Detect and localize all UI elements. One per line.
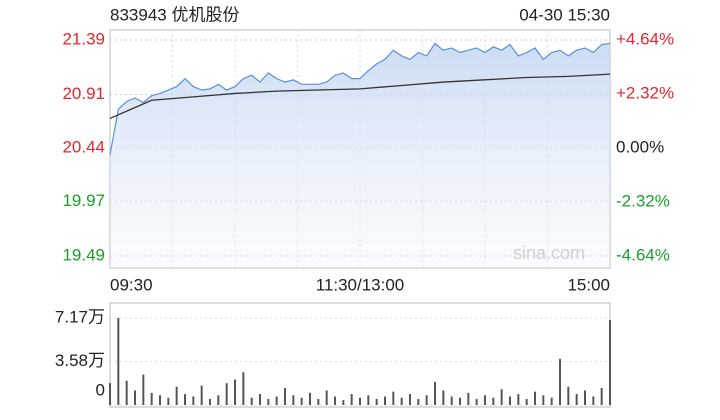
volume-bar: [525, 398, 528, 405]
volume-bar: [275, 396, 278, 405]
volume-bar: [459, 397, 461, 405]
volume-bar: [600, 388, 603, 405]
volume-bar: [500, 389, 503, 405]
volume-bar: [484, 395, 486, 405]
x-tick-label: 11:30/13:00: [316, 275, 405, 294]
volume-bar: [309, 392, 311, 405]
y2-tick-label: 0.00%: [616, 137, 664, 156]
volume-bar: [159, 395, 161, 405]
volume-bar: [284, 388, 286, 405]
volume-bar: [509, 396, 511, 405]
y-tick-label: 3.58万: [55, 351, 105, 370]
volume-bar: [400, 397, 403, 405]
volume-bar: [409, 394, 411, 405]
volume-bar: [325, 390, 328, 405]
stock-title: 833943 优机股份: [110, 5, 239, 24]
volume-bar: [225, 383, 228, 405]
volume-bar: [175, 386, 178, 405]
y-tick-label: 20.91: [62, 84, 105, 103]
volume-frame: [109, 302, 611, 408]
volume-bar: [167, 397, 170, 405]
volume-bar: [192, 396, 195, 405]
price-area: [110, 43, 610, 269]
volume-bar: [342, 400, 345, 405]
volume-bar: [434, 381, 436, 405]
volume-bar: [350, 394, 353, 405]
volume-bar: [250, 397, 253, 405]
y-tick-label: 7.17万: [55, 307, 105, 326]
x-tick-label: 15:00: [567, 275, 610, 294]
volume-bar: [359, 397, 361, 405]
volume-bar: [259, 394, 261, 405]
volume-bar: [592, 396, 595, 405]
volume-bar: [492, 397, 495, 405]
y2-tick-label: -2.32%: [616, 191, 670, 210]
volume-bar: [384, 396, 386, 405]
volume-bar: [442, 390, 445, 405]
volume-bar: [109, 383, 111, 405]
timestamp: 04-30 15:30: [519, 5, 610, 24]
y2-tick-label: +2.32%: [616, 83, 674, 102]
volume-bar: [334, 396, 336, 405]
volume-bar: [542, 395, 545, 405]
volume-bar: [117, 318, 120, 405]
volume-bar: [242, 372, 245, 405]
y-tick-label: 0: [96, 380, 105, 399]
volume-bar: [375, 398, 378, 405]
volume-bar: [234, 379, 236, 405]
volume-bar: [534, 391, 536, 405]
y-tick-label: 19.97: [62, 191, 105, 210]
y-tick-label: 19.49: [62, 245, 105, 264]
y2-tick-label: -4.64%: [616, 245, 670, 264]
watermark: sina.com: [513, 243, 585, 263]
volume-bar: [550, 397, 553, 405]
volume-bar: [609, 320, 611, 405]
volume-bar: [267, 398, 270, 405]
volume-bar: [517, 394, 520, 405]
volume-bar: [425, 395, 428, 405]
volume-bar: [292, 395, 295, 405]
volume-bar: [467, 392, 470, 405]
y2-tick-label: +4.64%: [616, 29, 674, 48]
volume-bar: [584, 390, 586, 405]
volume-bar: [575, 394, 578, 405]
average-line: [109, 73, 611, 120]
volume-bar: [184, 394, 186, 405]
volume-bar: [134, 390, 136, 405]
volume-bar: [217, 395, 220, 405]
volume-bar: [125, 380, 128, 405]
volume-bar: [300, 397, 303, 405]
price-line: [109, 42, 611, 155]
volume-bar: [450, 396, 453, 405]
volume-bar: [559, 358, 561, 405]
volume-bar: [392, 391, 395, 405]
volume-bar: [567, 386, 570, 405]
y-tick-label: 21.39: [62, 29, 105, 48]
volume-bar: [367, 395, 370, 405]
x-tick-label: 09:30: [110, 275, 153, 294]
volume-bar: [317, 398, 320, 405]
volume-bar: [475, 398, 478, 405]
volume-bar: [417, 398, 420, 405]
y-tick-label: 20.44: [62, 137, 105, 156]
volume-bar: [209, 398, 211, 405]
volume-bar: [200, 385, 203, 405]
volume-bar: [150, 392, 153, 405]
volume-bar: [142, 374, 145, 405]
